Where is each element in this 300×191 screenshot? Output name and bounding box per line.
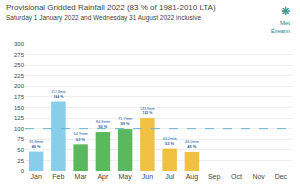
svg-text:❋: ❋ (281, 5, 290, 17)
svg-text:200: 200 (14, 83, 25, 89)
svg-text:Jan: Jan (30, 173, 41, 180)
svg-text:Provisional Gridded Rainfall 2: Provisional Gridded Rainfall 2022 (83 % … (6, 3, 216, 22)
svg-text:157.8mm164 %: 157.8mm164 % (51, 90, 66, 99)
svg-text:Jul: Jul (165, 173, 174, 180)
svg-text:175: 175 (14, 94, 25, 100)
svg-text:300: 300 (14, 41, 25, 47)
svg-text:39.8mm46 %: 39.8mm46 % (29, 139, 44, 149)
svg-text:275: 275 (14, 52, 25, 58)
svg-text:50: 50 (17, 147, 24, 153)
svg-text:133.8mm125 %: 133.8mm125 % (140, 107, 155, 116)
svg-text:84.8mm92 %: 84.8mm92 % (96, 119, 111, 129)
svg-text:25: 25 (17, 158, 24, 164)
svg-text:Nov: Nov (252, 173, 265, 180)
svg-text:Mar: Mar (75, 173, 88, 180)
svg-text:150: 150 (14, 105, 25, 111)
svg-text:0: 0 (21, 168, 25, 174)
svg-text:May: May (119, 173, 133, 181)
svg-text:Sep: Sep (208, 173, 221, 181)
svg-text:Apr: Apr (97, 173, 109, 181)
svg-text:225: 225 (14, 73, 25, 79)
svg-text:Oct: Oct (231, 173, 242, 180)
svg-text:64.9mm63 %: 64.9mm63 % (73, 131, 88, 141)
svg-text:Aug: Aug (186, 173, 199, 181)
svg-text:71.7mm99 %: 71.7mm99 % (118, 116, 133, 126)
svg-text:44.2mm53 %: 44.2mm53 % (162, 136, 177, 146)
svg-text:Dec: Dec (275, 173, 288, 180)
svg-text:46.0mm45 %: 46.0mm45 % (185, 139, 200, 149)
svg-text:125: 125 (14, 115, 25, 121)
svg-text:Met: Met (280, 20, 290, 26)
svg-text:Jun: Jun (142, 173, 153, 180)
svg-text:Éireann: Éireann (271, 28, 290, 34)
svg-text:100: 100 (14, 126, 25, 132)
svg-text:Feb: Feb (52, 173, 64, 180)
svg-text:75: 75 (17, 136, 24, 142)
svg-text:250: 250 (14, 62, 25, 68)
